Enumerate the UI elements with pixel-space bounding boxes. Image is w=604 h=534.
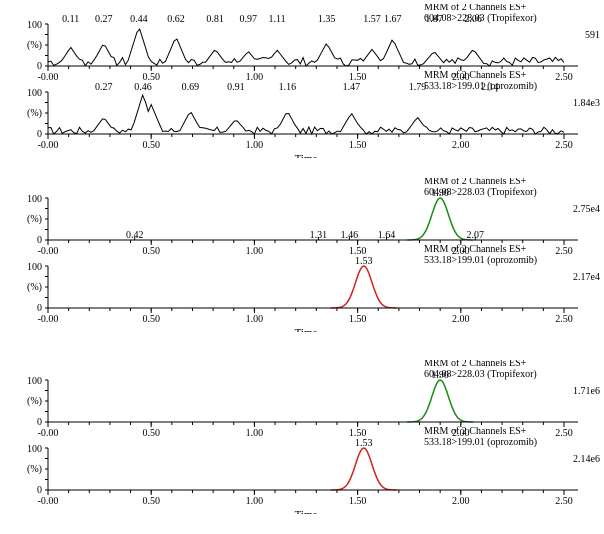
svg-text:1.90: 1.90: [431, 370, 449, 381]
svg-text:0.46: 0.46: [134, 82, 152, 93]
svg-text:0.97: 0.97: [239, 14, 257, 25]
svg-text:0: 0: [37, 129, 42, 140]
svg-text:1.00: 1.00: [246, 496, 264, 507]
svg-text:2.50: 2.50: [555, 314, 573, 325]
svg-text:1.53: 1.53: [355, 438, 373, 449]
svg-text:Time: Time: [295, 327, 318, 332]
svg-text:1.90: 1.90: [431, 188, 449, 199]
svg-text:0.50: 0.50: [142, 428, 160, 439]
svg-text:2.14e6: 2.14e6: [573, 454, 600, 465]
svg-text:2.00: 2.00: [452, 496, 470, 507]
svg-text:1.50: 1.50: [349, 140, 367, 151]
svg-text:2.14: 2.14: [481, 82, 499, 93]
svg-text:1.00: 1.00: [246, 246, 264, 257]
svg-text:0.11: 0.11: [62, 14, 79, 25]
svg-text:0.50: 0.50: [142, 246, 160, 257]
svg-text:0.50: 0.50: [142, 496, 160, 507]
panel-a: 100(%)0MRM of 2 Channels ES+604.08>228.0…: [0, 4, 604, 158]
svg-text:1.87: 1.87: [425, 14, 443, 25]
svg-text:MRM of 2 Channels ES+: MRM of 2 Channels ES+: [424, 178, 527, 187]
svg-text:1.11: 1.11: [269, 14, 286, 25]
svg-text:0.69: 0.69: [182, 82, 200, 93]
svg-text:100: 100: [27, 376, 42, 387]
svg-text:1.16: 1.16: [279, 82, 297, 93]
svg-text:1.00: 1.00: [246, 140, 264, 151]
svg-text:0.27: 0.27: [95, 82, 113, 93]
svg-text:1.47: 1.47: [343, 82, 361, 93]
svg-text:1.00: 1.00: [246, 428, 264, 439]
svg-text:-0.00: -0.00: [38, 72, 59, 83]
svg-text:100: 100: [27, 262, 42, 273]
svg-text:2.17e4: 2.17e4: [573, 272, 600, 283]
svg-text:Time: Time: [295, 153, 318, 158]
svg-text:1.35: 1.35: [318, 14, 336, 25]
svg-text:1.67: 1.67: [384, 14, 402, 25]
svg-text:100: 100: [27, 20, 42, 31]
svg-text:(%): (%): [27, 214, 42, 225]
svg-text:-0.00: -0.00: [38, 246, 59, 257]
svg-text:533.18>199.01 (oprozomib): 533.18>199.01 (oprozomib): [424, 255, 537, 266]
svg-text:(%): (%): [27, 396, 42, 407]
svg-text:1.50: 1.50: [349, 496, 367, 507]
svg-text:0.50: 0.50: [142, 140, 160, 151]
svg-text:MRM of 2 Channels ES+: MRM of 2 Channels ES+: [424, 4, 527, 13]
svg-text:2.50: 2.50: [555, 140, 573, 151]
svg-text:MRM of 2 Channels ES+: MRM of 2 Channels ES+: [424, 244, 527, 255]
svg-text:1.53: 1.53: [355, 256, 373, 267]
svg-text:0.81: 0.81: [206, 14, 224, 25]
panel-wrap-c: 100(%)0MRM of 2 Channels ES+604.08>228.0…: [0, 360, 604, 514]
svg-text:591: 591: [585, 30, 600, 41]
svg-text:0: 0: [37, 303, 42, 314]
svg-text:1.00: 1.00: [246, 314, 264, 325]
panel-c: 100(%)0MRM of 2 Channels ES+604.08>228.0…: [0, 360, 604, 514]
panel-wrap-a: 100(%)0MRM of 2 Channels ES+604.08>228.0…: [0, 4, 604, 158]
svg-text:0.27: 0.27: [95, 14, 113, 25]
svg-text:-0.00: -0.00: [38, 314, 59, 325]
svg-text:MRM of 2 Channels ES+: MRM of 2 Channels ES+: [424, 426, 527, 437]
svg-text:2.06: 2.06: [464, 14, 482, 25]
svg-text:(%): (%): [27, 282, 42, 293]
svg-text:(%): (%): [27, 40, 42, 51]
svg-text:MRM of 2 Channels ES+: MRM of 2 Channels ES+: [424, 70, 527, 81]
svg-text:(%): (%): [27, 464, 42, 475]
svg-text:2.50: 2.50: [555, 72, 573, 83]
figure-root: 100(%)0MRM of 2 Channels ES+604.08>228.0…: [0, 0, 604, 534]
svg-text:-0.00: -0.00: [38, 496, 59, 507]
svg-text:1.00: 1.00: [246, 72, 264, 83]
svg-text:533.18>199.01 (oprozomib): 533.18>199.01 (oprozomib): [424, 437, 537, 448]
svg-text:1.84e3: 1.84e3: [573, 98, 600, 109]
svg-text:100: 100: [27, 444, 42, 455]
panel-wrap-b: 100(%)0MRM of 2 Channels ES+604.08>228.0…: [0, 178, 604, 332]
svg-text:2.50: 2.50: [555, 496, 573, 507]
svg-text:-0.00: -0.00: [38, 428, 59, 439]
svg-text:100: 100: [27, 194, 42, 205]
svg-text:1.79: 1.79: [409, 82, 427, 93]
svg-text:0: 0: [37, 61, 42, 72]
svg-text:0: 0: [37, 485, 42, 496]
svg-text:Time: Time: [295, 509, 318, 514]
svg-text:MRM of 2 Channels ES+: MRM of 2 Channels ES+: [424, 360, 527, 369]
svg-text:0.44: 0.44: [130, 14, 148, 25]
svg-text:-0.00: -0.00: [38, 140, 59, 151]
svg-text:1.57: 1.57: [363, 14, 381, 25]
panel-b: 100(%)0MRM of 2 Channels ES+604.08>228.0…: [0, 178, 604, 332]
svg-text:100: 100: [27, 88, 42, 99]
svg-text:2.50: 2.50: [555, 246, 573, 257]
svg-text:0.50: 0.50: [142, 314, 160, 325]
svg-text:0: 0: [37, 417, 42, 428]
svg-text:2.50: 2.50: [555, 428, 573, 439]
svg-text:2.00: 2.00: [452, 140, 470, 151]
svg-text:0: 0: [37, 235, 42, 246]
svg-text:0.91: 0.91: [227, 82, 245, 93]
svg-text:1.71e6: 1.71e6: [573, 386, 600, 397]
svg-text:2.75e4: 2.75e4: [573, 204, 600, 215]
svg-text:1.50: 1.50: [349, 314, 367, 325]
svg-text:0.62: 0.62: [167, 14, 185, 25]
svg-text:(%): (%): [27, 108, 42, 119]
svg-text:2.00: 2.00: [452, 314, 470, 325]
